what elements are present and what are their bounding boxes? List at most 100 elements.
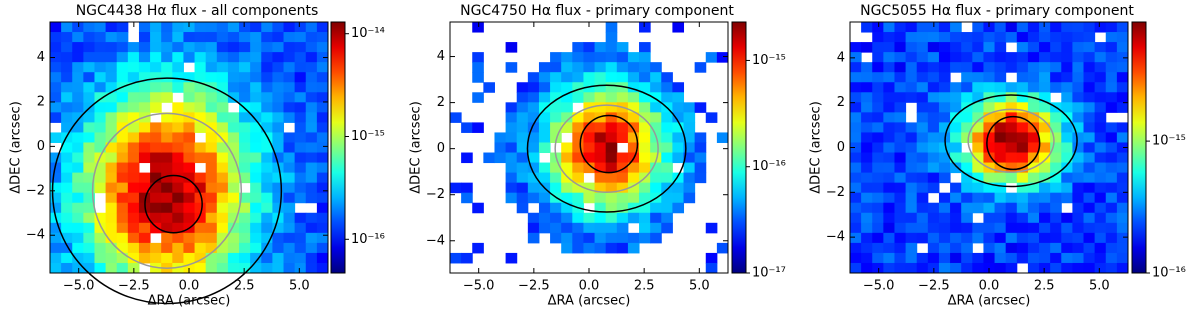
map-pixel [150, 172, 162, 184]
map-pixel [316, 112, 329, 123]
map-pixel [961, 62, 973, 73]
map-pixel [72, 192, 84, 204]
map-pixel [1072, 32, 1085, 43]
map-pixel [950, 112, 962, 123]
map-pixel [883, 122, 895, 133]
map-pixel [61, 22, 73, 33]
map-pixel [627, 182, 640, 194]
map-pixel [683, 162, 696, 174]
map-pixel [872, 142, 884, 154]
map-pixel [550, 72, 562, 83]
map-pixel [861, 162, 873, 174]
map-pixel [927, 162, 940, 174]
map-pixel [272, 92, 285, 103]
map-pixel [105, 112, 118, 123]
map-pixel [1072, 192, 1085, 204]
map-pixel [150, 182, 162, 194]
map-pixel [50, 242, 62, 254]
map-pixel [994, 72, 1007, 83]
map-pixel [161, 132, 173, 143]
map-pixel [272, 172, 285, 184]
map-pixel [1094, 212, 1107, 224]
map-pixel [1005, 262, 1018, 274]
map-pixel [950, 252, 962, 264]
map-pixel [227, 242, 240, 254]
map-pixel [1105, 122, 1118, 133]
map-pixel [161, 172, 173, 184]
map-pixel [639, 152, 651, 164]
map-pixel [627, 142, 640, 154]
map-pixel [972, 162, 984, 174]
map-pixel [1072, 102, 1085, 113]
map-pixel [1116, 92, 1129, 103]
map-pixel [1027, 132, 1040, 143]
map-pixel [305, 222, 318, 234]
map-pixel [1016, 142, 1029, 154]
map-pixel [850, 152, 862, 164]
map-pixel [550, 62, 562, 73]
map [450, 22, 729, 274]
map-pixel [227, 22, 240, 33]
map-pixel [538, 122, 551, 133]
map-pixel [116, 202, 129, 214]
map-pixel [1050, 52, 1062, 63]
map-pixel [216, 172, 229, 184]
map-pixel [861, 252, 873, 264]
map-pixel [205, 92, 218, 103]
map-pixel [694, 172, 707, 184]
map-pixel [972, 52, 984, 63]
map-pixel [994, 42, 1007, 53]
map-pixel [950, 82, 962, 93]
map-pixel [250, 82, 262, 93]
map-pixel [994, 232, 1007, 244]
map-pixel [561, 102, 573, 113]
map-pixel [305, 232, 318, 244]
map-pixel [650, 62, 662, 73]
map-pixel [83, 182, 95, 194]
map-pixel [538, 202, 551, 214]
map-pixel [94, 132, 107, 143]
map-pixel [527, 152, 540, 164]
map-pixel [1072, 222, 1085, 234]
map-pixel [216, 92, 229, 103]
map-pixel [639, 52, 651, 63]
map-pixel [594, 222, 607, 234]
map-pixel [972, 62, 984, 73]
map-pixel [872, 112, 884, 123]
map-pixel [1105, 232, 1118, 244]
map-pixel [1094, 162, 1107, 174]
map-pixel [1050, 82, 1062, 93]
map-pixel [472, 242, 484, 254]
map-pixel [227, 82, 240, 93]
map-pixel [983, 252, 996, 264]
map-pixel [1005, 112, 1018, 123]
map-pixel [972, 102, 984, 113]
map-pixel [138, 132, 151, 143]
map-pixel [1050, 142, 1062, 154]
map-pixel [305, 132, 318, 143]
map-pixel [938, 222, 951, 234]
y-tick-label: 4 [437, 49, 445, 64]
map-pixel [194, 232, 207, 244]
map-pixel [938, 142, 951, 154]
colorbar-tick-label: 10⁻¹⁶ [752, 159, 786, 174]
map-pixel [1061, 92, 1073, 103]
map-pixel [872, 82, 884, 93]
map-pixel [672, 172, 685, 184]
map-pixel [561, 122, 573, 133]
map-pixel [938, 122, 951, 133]
map-pixel [1050, 162, 1062, 174]
map-pixel [916, 62, 929, 73]
map-pixel [972, 42, 984, 53]
map-pixel [561, 172, 573, 184]
map-pixel [1027, 262, 1040, 274]
map-pixel [216, 152, 229, 164]
map-pixel [239, 152, 251, 164]
map-pixel [150, 72, 162, 83]
map-pixel [972, 112, 984, 123]
map-pixel [205, 212, 218, 224]
map-pixel [283, 192, 296, 204]
map-pixel [950, 32, 962, 43]
map-pixel [616, 192, 629, 204]
map-pixel [883, 92, 895, 103]
